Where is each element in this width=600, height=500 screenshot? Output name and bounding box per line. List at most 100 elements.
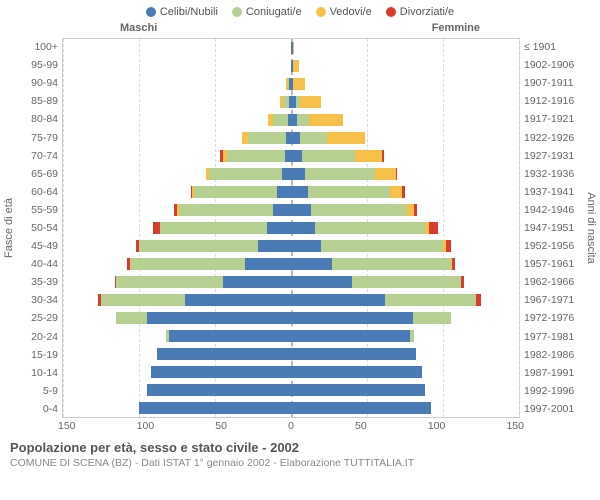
age-tick: 55-59 [18, 204, 58, 216]
bar-row [63, 219, 519, 237]
age-tick: 50-54 [18, 222, 58, 234]
age-tick: 35-39 [18, 276, 58, 288]
year-tick: 1967-1971 [524, 294, 582, 306]
seg-coniugati [297, 114, 309, 127]
seg-coniugati [101, 294, 185, 307]
bar-row [63, 363, 519, 381]
seg-celibi [169, 330, 291, 343]
bar-row [63, 399, 519, 417]
legend-label: Celibi/Nubili [160, 6, 218, 18]
female-bar [291, 204, 519, 217]
bar-row [63, 111, 519, 129]
female-bar [291, 186, 519, 199]
year-tick: ≤ 1901 [524, 41, 582, 53]
female-bar [291, 402, 519, 415]
seg-vedovi [407, 204, 415, 217]
seg-celibi [291, 384, 425, 397]
year-tick: 1932-1936 [524, 168, 582, 180]
seg-divorziati [396, 168, 398, 181]
bar-row [63, 183, 519, 201]
seg-divorziati [452, 258, 455, 271]
bar-row [63, 327, 519, 345]
seg-coniugati [321, 240, 443, 253]
seg-celibi [291, 294, 385, 307]
seg-coniugati [130, 258, 246, 271]
seg-celibi [157, 348, 291, 361]
seg-coniugati [227, 150, 285, 163]
seg-celibi [147, 384, 291, 397]
x-tick: 100 [428, 420, 446, 432]
seg-celibi [291, 132, 300, 145]
male-bar [63, 204, 291, 217]
year-tick: 1972-1976 [524, 312, 582, 324]
age-ticks: 100+95-9990-9485-8980-8475-7970-7465-696… [18, 38, 62, 418]
seg-coniugati [248, 132, 286, 145]
age-tick: 95-99 [18, 59, 58, 71]
year-tick: 1937-1941 [524, 186, 582, 198]
seg-coniugati [352, 276, 461, 289]
male-bar [63, 312, 291, 325]
seg-celibi [147, 312, 291, 325]
year-tick: 1977-1981 [524, 331, 582, 343]
seg-vedovi [390, 186, 402, 199]
seg-coniugati [305, 168, 375, 181]
seg-celibi [245, 258, 291, 271]
seg-celibi [277, 186, 291, 199]
y-axis-left-label: Fasce di età [0, 38, 18, 418]
year-ticks: ≤ 19011902-19061907-19111912-19161917-19… [520, 38, 582, 418]
seg-coniugati [311, 204, 407, 217]
age-tick: 25-29 [18, 312, 58, 324]
seg-celibi [291, 204, 311, 217]
chart-subtitle: COMUNE DI SCENA (BZ) - Dati ISTAT 1° gen… [10, 455, 590, 469]
male-bar [63, 114, 291, 127]
age-tick: 5-9 [18, 385, 58, 397]
male-bar [63, 330, 291, 343]
year-tick: 1927-1931 [524, 150, 582, 162]
seg-divorziati [476, 294, 481, 307]
year-tick: 1907-1911 [524, 77, 582, 89]
footer: Popolazione per età, sesso e stato civil… [0, 432, 600, 475]
seg-divorziati [402, 186, 405, 199]
seg-coniugati [194, 186, 278, 199]
x-tick: 100 [137, 420, 155, 432]
age-tick: 30-34 [18, 294, 58, 306]
seg-coniugati [308, 186, 390, 199]
seg-celibi [291, 402, 431, 415]
bar-row [63, 273, 519, 291]
seg-celibi [185, 294, 291, 307]
seg-divorziati [382, 150, 384, 163]
year-tick: 1962-1966 [524, 276, 582, 288]
seg-coniugati [332, 258, 451, 271]
seg-coniugati [116, 312, 146, 325]
seg-celibi [291, 276, 352, 289]
legend-item-celibi: Celibi/Nubili [146, 6, 218, 18]
bar-row [63, 255, 519, 273]
age-tick: 100+ [18, 41, 58, 53]
swatch-coniugati [232, 7, 242, 17]
seg-coniugati [160, 222, 266, 235]
seg-celibi [267, 222, 291, 235]
seg-celibi [291, 168, 305, 181]
seg-coniugati [209, 168, 282, 181]
male-bar [63, 150, 291, 163]
bar-row [63, 147, 519, 165]
bars [63, 39, 519, 417]
seg-divorziati [446, 240, 451, 253]
year-tick: 1952-1956 [524, 240, 582, 252]
female-bar [291, 348, 519, 361]
age-tick: 90-94 [18, 77, 58, 89]
male-bar [63, 276, 291, 289]
bar-row [63, 129, 519, 147]
seg-vedovi [327, 132, 365, 145]
seg-coniugati [302, 150, 355, 163]
legend-item-coniugati: Coniugati/e [232, 6, 302, 18]
swatch-divorziati [386, 7, 396, 17]
seg-divorziati [414, 204, 417, 217]
age-tick: 65-69 [18, 168, 58, 180]
seg-celibi [291, 186, 308, 199]
male-bar [63, 402, 291, 415]
seg-celibi [151, 366, 291, 379]
female-bar [291, 330, 519, 343]
female-bar [291, 96, 519, 109]
year-tick: 1957-1961 [524, 258, 582, 270]
